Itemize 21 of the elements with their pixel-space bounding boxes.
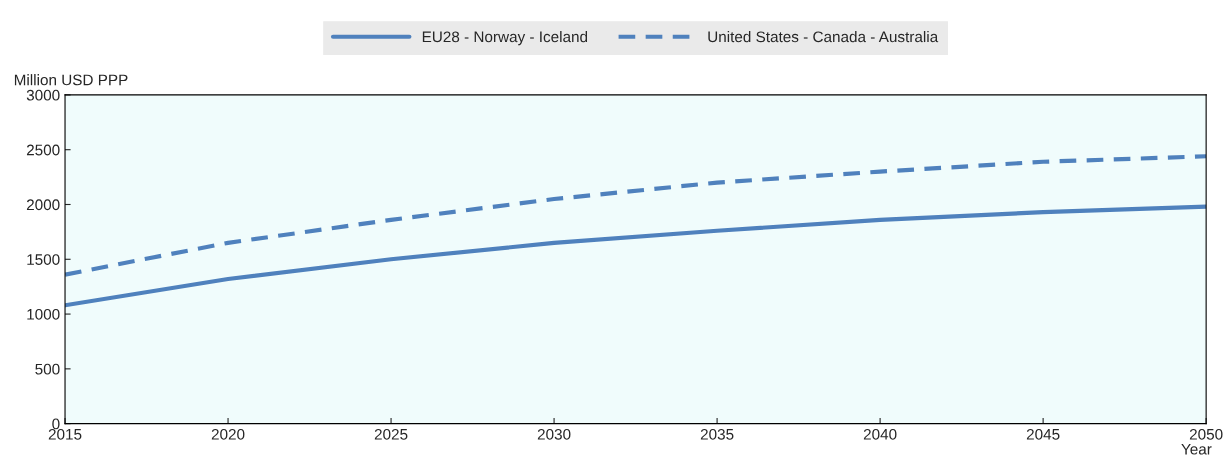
x-tick-label: 2040 — [863, 428, 897, 440]
y-tick-label: 1500 — [27, 254, 60, 265]
y-tick-label: 3000 — [26, 89, 60, 101]
y-tick-label: 2500 — [26, 144, 60, 156]
x-tick-label: 2030 — [537, 428, 571, 440]
x-tick-label: 2045 — [1026, 428, 1060, 440]
y-tick-label: 1000 — [27, 308, 60, 320]
y-tick-label: 2000 — [26, 199, 60, 211]
y-tick-label: 500 — [35, 363, 60, 375]
x-tick-label: 2015 — [48, 428, 82, 440]
x-tick-label: 2035 — [700, 428, 734, 440]
x-tick-label: 2025 — [374, 428, 408, 440]
x-tick-label: 2020 — [211, 428, 245, 440]
x-axis-title: Year — [1181, 443, 1212, 455]
legend-label: EU28 - Norway - Iceland — [422, 30, 588, 46]
x-tick-label: 2050 — [1189, 428, 1223, 440]
line-series — [65, 204, 1207, 308]
y-axis-title: Million USD PPP — [14, 74, 128, 86]
legend-label: United States - Canada - Australia — [708, 30, 939, 43]
line-series — [65, 154, 1207, 277]
y-tick-label: 0 — [52, 418, 60, 430]
